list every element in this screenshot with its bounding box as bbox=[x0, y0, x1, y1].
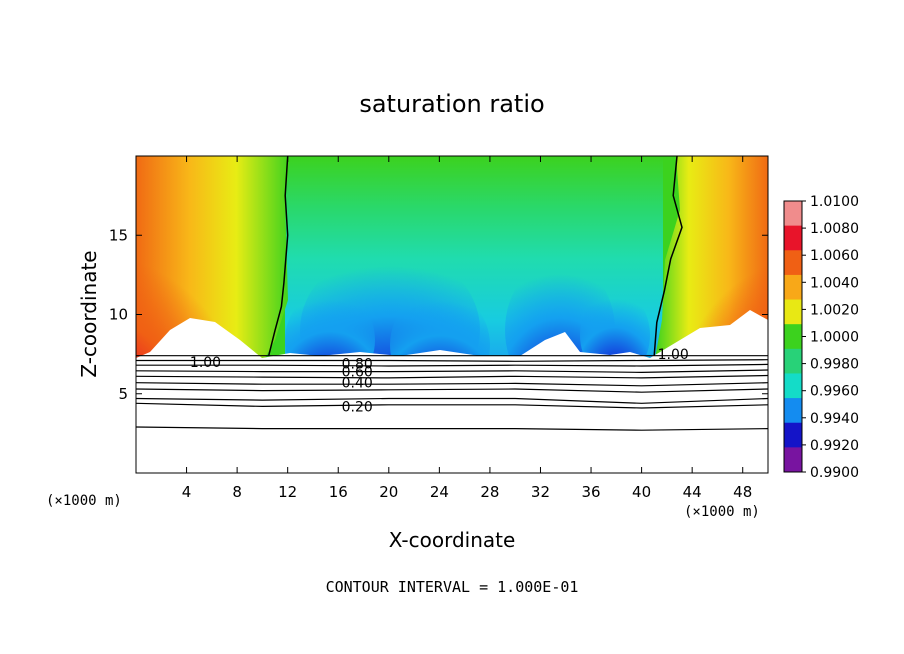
colorbar-label-4: 1.0020 bbox=[810, 302, 859, 318]
x-tick-label-3: 16 bbox=[329, 483, 348, 501]
boundary-contour-0 bbox=[267, 156, 289, 356]
contour-line-7 bbox=[136, 397, 768, 404]
colorbar: 1.0100 1.0080 1.0060 1.0040 1.0020 1.0000 0.99… bbox=[783, 194, 859, 481]
contour-label-3: 0.40 bbox=[342, 376, 373, 392]
x-tick-label-6: 28 bbox=[480, 483, 499, 501]
x-tick-label-11: 48 bbox=[733, 483, 752, 501]
y-tick-label-2: 15 bbox=[109, 226, 128, 244]
y-tick-label-1: 10 bbox=[109, 306, 128, 324]
contour-label-4: 0.20 bbox=[342, 399, 373, 415]
x-unit-left: (×1000 m) bbox=[46, 493, 122, 509]
colorbar-swatch-2 bbox=[784, 250, 802, 276]
chart-title: saturation ratio bbox=[359, 90, 544, 118]
colorbar-swatch-8 bbox=[784, 398, 802, 424]
y-axis-ticks: 5 10 15 bbox=[109, 226, 768, 403]
heatmap-field bbox=[136, 156, 768, 473]
colorbar-label-2: 1.0060 bbox=[810, 248, 859, 264]
colorbar-swatch-10 bbox=[784, 447, 802, 473]
colorbar-swatch-7 bbox=[784, 373, 802, 399]
colorbar-label-5: 1.0000 bbox=[810, 330, 859, 346]
colorbar-swatch-4 bbox=[784, 299, 802, 325]
boundary-contour-1 bbox=[653, 156, 683, 356]
x-tick-label-2: 12 bbox=[278, 483, 297, 501]
x-tick-label-1: 8 bbox=[232, 483, 242, 501]
x-unit-right: (×1000 m) bbox=[684, 504, 760, 520]
x-tick-label-7: 32 bbox=[531, 483, 550, 501]
colorbar-label-6: 0.9980 bbox=[810, 357, 859, 373]
colorbar-swatch-1 bbox=[784, 225, 802, 251]
colorbar-label-1: 1.0080 bbox=[810, 221, 859, 237]
contour-line-2 bbox=[136, 363, 768, 367]
contour-line-9 bbox=[136, 426, 768, 431]
colorbar-swatch-0 bbox=[784, 201, 802, 227]
contour-line-3 bbox=[136, 369, 768, 374]
contour-label-2: 0.60 bbox=[342, 365, 373, 381]
contour-line-4 bbox=[136, 374, 768, 379]
colorbar-swatch-3 bbox=[784, 274, 802, 301]
x-tick-label-4: 20 bbox=[379, 483, 398, 501]
x-tick-label-9: 40 bbox=[632, 483, 651, 501]
colorbar-label-3: 1.0040 bbox=[810, 275, 859, 291]
contour-line-6 bbox=[136, 388, 768, 393]
contour-label-5: 1.00 bbox=[658, 347, 689, 363]
y-axis-label: Z-coordinate bbox=[77, 250, 101, 377]
x-tick-label-5: 24 bbox=[430, 483, 449, 501]
x-axis-label: X-coordinate bbox=[389, 528, 516, 552]
colorbar-swatch-9 bbox=[784, 422, 802, 448]
x-tick-label-0: 4 bbox=[182, 483, 192, 501]
colorbar-label-8: 0.9940 bbox=[810, 411, 859, 427]
x-tick-label-8: 36 bbox=[581, 483, 600, 501]
contour-label-0: 1.00 bbox=[190, 355, 221, 371]
x-tick-label-10: 44 bbox=[683, 483, 702, 501]
colorbar-label-10: 0.9900 bbox=[810, 465, 859, 481]
contour-line-1 bbox=[136, 359, 768, 362]
contour-lines bbox=[136, 156, 768, 431]
contour-label-1: 0.80 bbox=[342, 357, 373, 373]
x-axis-ticks: 4 8 12 16 20 24 28 32 36 40 44 48 bbox=[182, 156, 752, 501]
contour-interval-note: CONTOUR INTERVAL = 1.000E-01 bbox=[326, 578, 579, 596]
colorbar-label-9: 0.9920 bbox=[810, 438, 859, 454]
colorbar-label-7: 0.9960 bbox=[810, 384, 859, 400]
contour-labels: 1.00 0.800.600.40 0.20 1.00 bbox=[190, 347, 689, 415]
colorbar-swatch-5 bbox=[784, 324, 802, 350]
colorbar-label-0: 1.0100 bbox=[810, 194, 859, 210]
contour-line-5 bbox=[136, 382, 768, 387]
colorbar-swatch-6 bbox=[784, 348, 802, 374]
y-tick-label-0: 5 bbox=[118, 385, 128, 403]
contour-line-8 bbox=[136, 402, 768, 409]
